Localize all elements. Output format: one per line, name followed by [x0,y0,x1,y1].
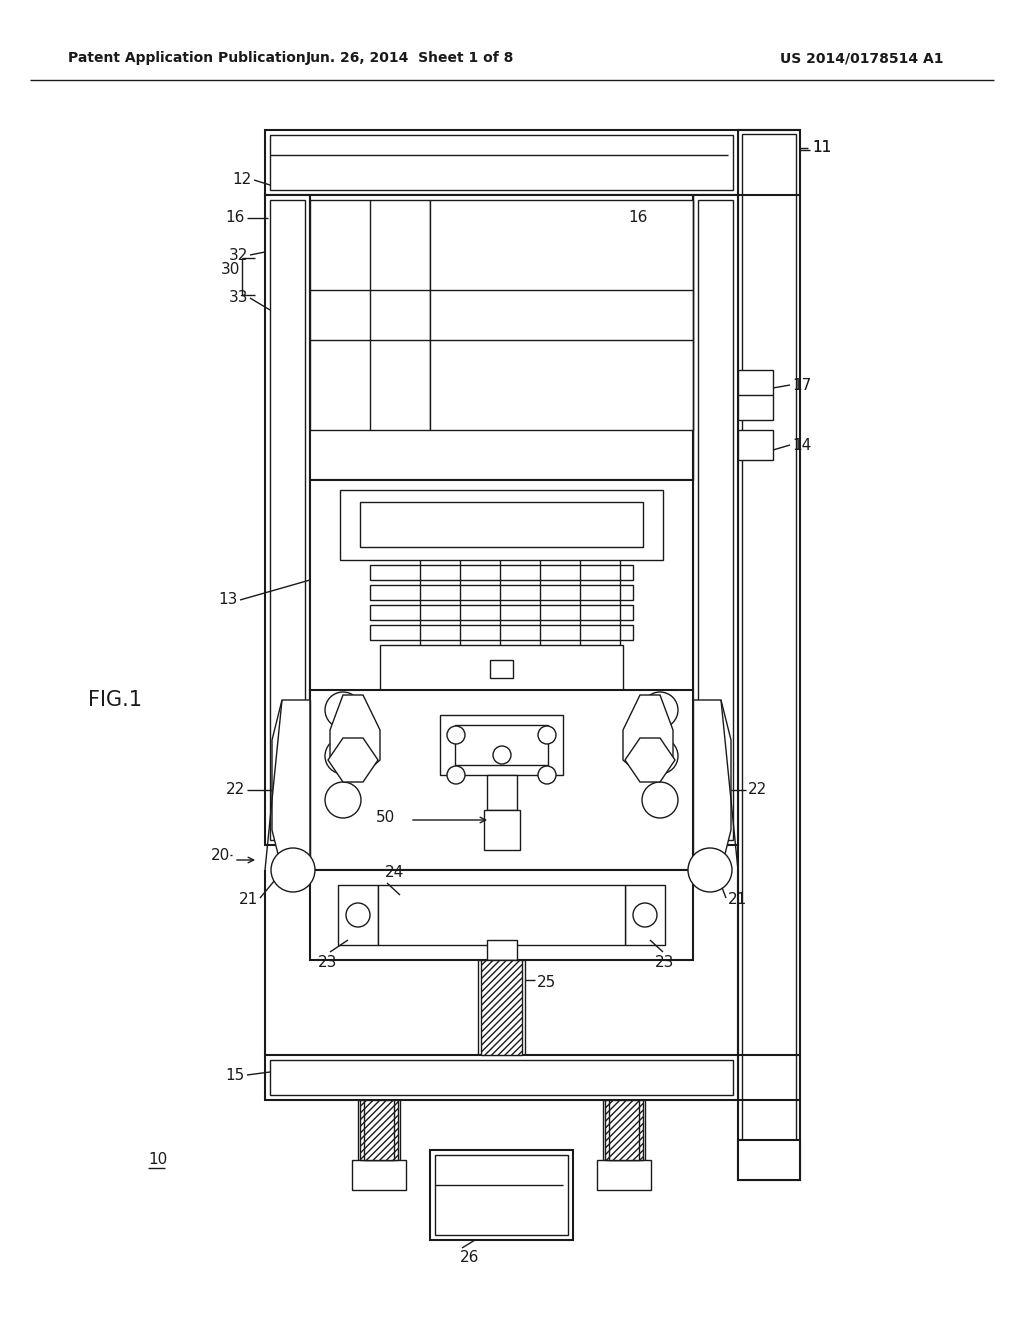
Bar [340,490,663,560]
Bar [310,690,693,870]
Bar [310,195,693,480]
Bar [603,1100,645,1160]
Polygon shape [623,696,673,775]
Polygon shape [272,700,310,870]
Bar [605,1100,643,1160]
Text: 13: 13 [219,593,238,607]
Bar [738,1140,800,1180]
Circle shape [642,692,678,729]
Text: 24: 24 [385,865,404,880]
Bar [378,884,625,945]
Bar [310,480,693,840]
Text: 22: 22 [225,783,245,797]
Circle shape [642,738,678,774]
Bar [370,565,633,579]
Bar [742,135,796,1176]
Bar [370,624,633,640]
Text: 26: 26 [460,1250,479,1265]
Bar [698,201,733,840]
Circle shape [325,738,361,774]
Text: 33: 33 [228,290,248,305]
Bar [693,195,738,845]
Circle shape [493,746,511,764]
Bar [370,585,633,601]
Text: 10: 10 [148,1152,167,1167]
Text: 22: 22 [748,783,767,797]
Bar [358,1100,400,1160]
Text: Patent Application Publication: Patent Application Publication [68,51,306,65]
Bar [364,1100,394,1160]
Text: 16: 16 [629,210,648,226]
Text: 20: 20 [211,847,230,862]
Text: US 2014/0178514 A1: US 2014/0178514 A1 [780,51,943,65]
Text: Jun. 26, 2014  Sheet 1 of 8: Jun. 26, 2014 Sheet 1 of 8 [306,51,514,65]
Bar [609,1100,639,1160]
Circle shape [538,766,556,784]
Bar [487,940,517,960]
Bar [440,715,563,775]
Circle shape [633,903,657,927]
Bar [380,645,623,690]
Bar [265,195,310,845]
Bar [338,884,378,945]
Bar [481,960,522,1055]
Bar [484,810,520,850]
Text: 14: 14 [792,437,811,453]
Text: 16: 16 [225,210,245,226]
Text: 11: 11 [812,140,831,156]
Bar [352,1160,406,1191]
Bar [310,201,430,430]
Circle shape [325,692,361,729]
Text: 15: 15 [225,1068,245,1082]
Bar [738,129,800,1180]
Circle shape [688,847,732,892]
Bar [487,775,517,810]
Bar [430,1150,573,1239]
Circle shape [346,903,370,927]
Bar [430,201,693,430]
Bar [738,370,773,420]
Bar [478,960,525,1055]
Text: 50: 50 [376,810,395,825]
Text: 25: 25 [537,975,556,990]
Polygon shape [693,700,731,870]
Circle shape [447,726,465,744]
Circle shape [325,781,361,818]
Text: 21: 21 [728,892,748,908]
Circle shape [271,847,315,892]
Bar [265,129,738,195]
Text: 17: 17 [792,378,811,392]
Bar [310,870,693,960]
Bar [270,201,305,840]
Polygon shape [625,738,675,781]
Bar [597,1160,651,1191]
Text: 30: 30 [220,263,240,277]
Bar [455,725,548,766]
Text: 12: 12 [232,173,252,187]
Circle shape [642,781,678,818]
Text: FIG.1: FIG.1 [88,690,142,710]
Circle shape [447,766,465,784]
Polygon shape [330,696,380,775]
Bar [360,502,643,546]
Polygon shape [328,738,378,781]
Bar [270,135,733,190]
Text: 32: 32 [228,248,248,263]
Bar [360,1100,398,1160]
Bar [265,1055,738,1100]
Text: 23: 23 [655,954,675,970]
Text: 11: 11 [812,140,831,156]
Bar [270,1060,733,1096]
Text: 23: 23 [318,954,338,970]
Circle shape [538,726,556,744]
Bar [435,1155,568,1236]
Bar [625,884,665,945]
Text: 21: 21 [239,892,258,908]
Bar [490,660,513,678]
Bar [370,605,633,620]
Bar [738,430,773,459]
